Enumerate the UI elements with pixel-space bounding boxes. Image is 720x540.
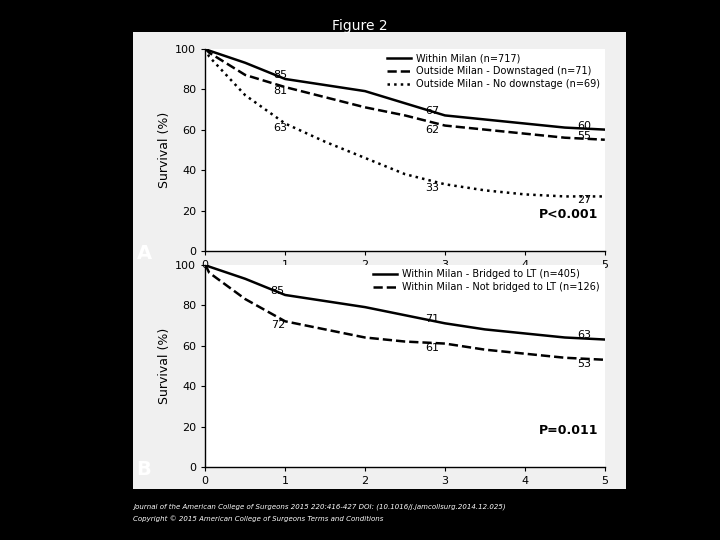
Within Milan - Bridged to LT (n=405) — [205, 264, 214, 270]
Within Milan - Not bridged to LT (n=126) — [521, 350, 529, 357]
Within Milan (n=717) — [400, 100, 409, 106]
Outside Milan - Downstaged (n=71) — [201, 45, 210, 52]
Outside Milan - No downstage (n=69) — [481, 187, 490, 193]
Text: Copyright © 2015 American College of Surgeons Terms and Conditions: Copyright © 2015 American College of Sur… — [133, 516, 384, 522]
Outside Milan - No downstage (n=69) — [521, 191, 529, 198]
X-axis label: Years: Years — [388, 274, 422, 287]
Line: Outside Milan - Downstaged (n=71): Outside Milan - Downstaged (n=71) — [205, 49, 605, 140]
Within Milan (n=717) — [240, 59, 250, 66]
Within Milan - Not bridged to LT (n=126) — [321, 326, 330, 333]
Outside Milan - No downstage (n=69) — [441, 181, 449, 187]
Text: A: A — [136, 244, 152, 264]
Outside Milan - Downstaged (n=71) — [441, 122, 449, 129]
X-axis label: Years: Years — [388, 490, 422, 503]
Outside Milan - No downstage (n=69) — [321, 138, 330, 145]
Text: 63: 63 — [577, 330, 591, 341]
Text: 62: 62 — [425, 125, 439, 134]
Outside Milan - Downstaged (n=71) — [321, 94, 330, 100]
Outside Milan - No downstage (n=69) — [205, 53, 214, 60]
Text: 72: 72 — [271, 320, 285, 330]
Within Milan (n=717) — [441, 112, 449, 119]
Outside Milan - Downstaged (n=71) — [561, 134, 570, 141]
Text: 53: 53 — [577, 359, 591, 369]
Within Milan - Not bridged to LT (n=126) — [201, 261, 210, 268]
Within Milan - Not bridged to LT (n=126) — [561, 354, 570, 361]
Text: 27: 27 — [577, 195, 591, 206]
Within Milan (n=717) — [481, 116, 490, 123]
Text: 63: 63 — [273, 123, 287, 133]
Within Milan - Bridged to LT (n=405) — [481, 326, 490, 333]
Y-axis label: Survival (%): Survival (%) — [158, 328, 171, 404]
Within Milan - Not bridged to LT (n=126) — [441, 340, 449, 347]
Line: Within Milan (n=717): Within Milan (n=717) — [205, 49, 605, 130]
Within Milan - Not bridged to LT (n=126) — [240, 296, 250, 302]
Line: Within Milan - Bridged to LT (n=405): Within Milan - Bridged to LT (n=405) — [205, 265, 605, 340]
Text: P<0.001: P<0.001 — [539, 208, 598, 221]
Within Milan - Not bridged to LT (n=126) — [400, 338, 409, 345]
Text: 61: 61 — [425, 342, 439, 353]
Outside Milan - Downstaged (n=71) — [240, 72, 250, 78]
Within Milan (n=717) — [201, 45, 210, 52]
Within Milan - Bridged to LT (n=405) — [400, 312, 409, 319]
Outside Milan - Downstaged (n=71) — [481, 126, 490, 133]
Within Milan - Bridged to LT (n=405) — [361, 304, 369, 310]
Within Milan (n=717) — [521, 120, 529, 127]
Outside Milan - No downstage (n=69) — [600, 193, 609, 200]
Within Milan - Not bridged to LT (n=126) — [281, 318, 289, 325]
Text: 71: 71 — [425, 314, 439, 325]
Within Milan (n=717) — [321, 82, 330, 88]
Text: 81: 81 — [273, 86, 287, 96]
Within Milan - Bridged to LT (n=405) — [521, 330, 529, 337]
Within Milan (n=717) — [281, 76, 289, 82]
Within Milan (n=717) — [205, 48, 214, 54]
Within Milan - Bridged to LT (n=405) — [561, 334, 570, 341]
Text: P=0.011: P=0.011 — [539, 424, 598, 437]
Within Milan (n=717) — [600, 126, 609, 133]
Text: Figure 2: Figure 2 — [332, 19, 388, 33]
Outside Milan - No downstage (n=69) — [400, 171, 409, 177]
Outside Milan - No downstage (n=69) — [561, 193, 570, 200]
Text: B: B — [137, 460, 151, 480]
Within Milan - Bridged to LT (n=405) — [441, 320, 449, 327]
Legend: Within Milan - Bridged to LT (n=405), Within Milan - Not bridged to LT (n=126): Within Milan - Bridged to LT (n=405), Wi… — [373, 269, 600, 292]
Y-axis label: Survival (%): Survival (%) — [158, 112, 171, 188]
Outside Milan - Downstaged (n=71) — [521, 130, 529, 137]
Within Milan - Not bridged to LT (n=126) — [361, 334, 369, 341]
Within Milan - Not bridged to LT (n=126) — [600, 356, 609, 363]
Within Milan (n=717) — [361, 88, 369, 94]
Line: Outside Milan - No downstage (n=69): Outside Milan - No downstage (n=69) — [205, 49, 605, 197]
Outside Milan - Downstaged (n=71) — [400, 112, 409, 119]
Within Milan - Not bridged to LT (n=126) — [481, 347, 490, 353]
Outside Milan - No downstage (n=69) — [201, 45, 210, 52]
Within Milan (n=717) — [561, 124, 570, 131]
Outside Milan - Downstaged (n=71) — [205, 49, 214, 56]
Within Milan - Bridged to LT (n=405) — [281, 292, 289, 298]
Text: 67: 67 — [425, 106, 439, 117]
Outside Milan - Downstaged (n=71) — [600, 137, 609, 143]
Text: 85: 85 — [271, 286, 285, 296]
Line: Within Milan - Not bridged to LT (n=126): Within Milan - Not bridged to LT (n=126) — [205, 265, 605, 360]
Text: Journal of the American College of Surgeons 2015 220:416-427 DOI: (10.1016/j.jam: Journal of the American College of Surge… — [133, 503, 506, 510]
Legend: Within Milan (n=717), Outside Milan - Downstaged (n=71), Outside Milan - No down: Within Milan (n=717), Outside Milan - Do… — [387, 53, 600, 89]
Within Milan - Bridged to LT (n=405) — [321, 298, 330, 305]
Outside Milan - Downstaged (n=71) — [361, 104, 369, 111]
Within Milan - Bridged to LT (n=405) — [240, 275, 250, 282]
Text: 55: 55 — [577, 131, 591, 141]
Outside Milan - No downstage (n=69) — [240, 92, 250, 98]
Outside Milan - No downstage (n=69) — [361, 154, 369, 161]
Text: 33: 33 — [425, 183, 439, 193]
Text: 85: 85 — [273, 70, 287, 80]
Text: 60: 60 — [577, 120, 591, 131]
Within Milan - Not bridged to LT (n=126) — [205, 269, 214, 276]
Outside Milan - Downstaged (n=71) — [281, 84, 289, 90]
Outside Milan - No downstage (n=69) — [281, 120, 289, 127]
Within Milan - Bridged to LT (n=405) — [600, 336, 609, 343]
Within Milan - Bridged to LT (n=405) — [201, 261, 210, 268]
